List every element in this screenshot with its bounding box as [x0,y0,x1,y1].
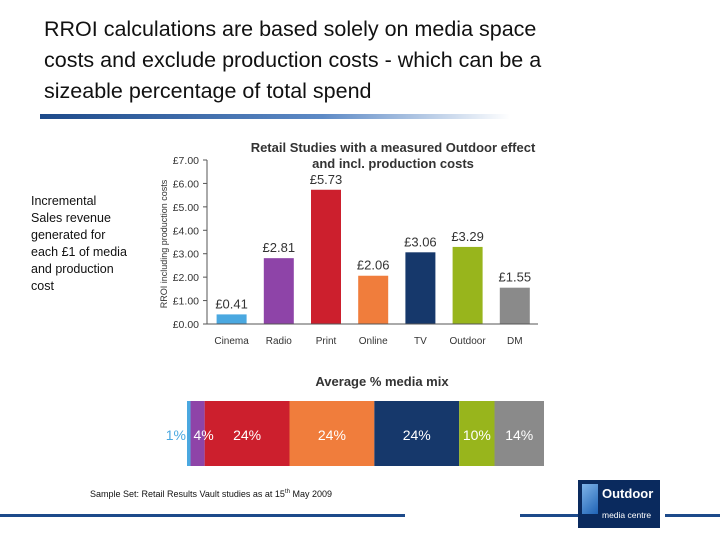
y-tick-label: £3.00 [173,249,199,261]
footer-rule-left [0,514,405,517]
mix-segment-radio [190,401,205,466]
mix-segment-print [204,401,290,466]
bar-value-label-print: £5.73 [310,172,343,187]
y-tick-label: £5.00 [173,202,199,214]
bar-print [311,189,341,324]
footnote-sup: th [284,489,290,495]
media-mix-title: Average % media mix [315,374,449,389]
footer-rule-middle [520,514,580,517]
mix-label-dm: 14% [505,427,533,443]
category-label-radio: Radio [266,336,293,347]
side-annotation-line-4: each £1 of media [31,245,127,259]
logo-text-line-2: media centre [602,510,652,520]
category-label-tv: TV [414,336,427,347]
headline-line-2: costs and exclude production costs - whi… [44,48,542,72]
bar-chart-title-line-2: and incl. production costs [312,156,474,171]
mix-segment-tv [374,401,460,466]
side-annotation: Incremental Sales revenue generated for … [31,193,149,295]
footnote-tail: May 2009 [289,489,332,499]
y-tick-label: £7.00 [173,155,199,167]
side-annotation-line-2: Sales revenue [31,211,111,225]
side-annotation-line-5: and production [31,262,114,276]
bar-value-label-radio: £2.81 [263,240,296,255]
category-label-outdoor: Outdoor [450,336,487,347]
logo-mark-icon [582,484,598,514]
y-tick-label: £1.00 [173,296,199,308]
mix-label-radio: 4% [193,427,213,443]
bar-value-label-online: £2.06 [357,258,390,273]
bar-online [358,275,389,324]
mix-label-print: 24% [233,427,261,443]
logo-text-line-1: Outdoor [602,486,654,501]
footnote-text: Sample Set: Retail Results Vault studies… [90,489,285,499]
bar-value-label-tv: £3.06 [404,234,437,249]
side-annotation-line-1: Incremental [31,194,97,208]
bar-radio [263,258,294,324]
category-label-online: Online [359,336,388,347]
category-label-cinema: Cinema [214,336,249,347]
bar-chart-bars [216,189,530,324]
y-tick-label: £0.00 [173,319,199,331]
side-annotation-line-3: generated for [31,228,106,242]
bar-chart-y-axis-label: RROI including production costs [159,179,169,308]
headline-line-3: sizeable percentage of total spend [44,79,372,103]
mix-segment-cinema [187,401,191,466]
bar-chart-title-line-1: Retail Studies with a measured Outdoor e… [251,140,536,155]
headline-line-1: RROI calculations are based solely on me… [44,17,537,41]
y-tick-label: £6.00 [173,178,199,190]
mix-label-online: 24% [318,427,346,443]
mix-segment-online [289,401,375,466]
outdoor-media-centre-logo: Outdoor media centre [578,480,660,528]
bar-value-label-outdoor: £3.29 [451,229,484,244]
y-tick-label: £2.00 [173,272,199,284]
bar-chart-y-ticks: £0.00 £1.00 £2.00 £3.00 £4.00 £5.00 £6.00 £7.00 [173,155,207,331]
bar-value-label-dm: £1.55 [499,270,532,285]
bar-outdoor [452,246,483,324]
y-tick-label: £4.00 [173,225,199,237]
headline: RROI calculations are based solely on me… [44,14,704,107]
title-underline [40,114,510,119]
mix-label-outdoor: 10% [463,427,491,443]
bar-tv [405,252,436,324]
category-label-print: Print [316,336,337,347]
bar-chart-data-labels: £0.41 £2.81 £5.73 £2.06 £3.06 £3.29 £1.55 [215,172,531,312]
mix-label-cinema: 1% [166,427,186,443]
mix-label-tv: 24% [403,427,431,443]
mix-segment-outdoor [459,401,495,466]
media-mix-segments [187,401,544,466]
footnote: Sample Set: Retail Results Vault studies… [90,489,332,499]
rroi-bar-chart: Retail Studies with a measured Outdoor e… [159,140,538,347]
media-mix-labels: 1% 4% 24% 24% 24% 10% 14% [166,427,534,443]
bar-value-label-cinema: £0.41 [215,296,248,311]
bar-dm [499,287,530,324]
bar-chart-category-labels: Cinema Radio Print Online TV Outdoor DM [214,336,522,347]
mix-segment-dm [494,401,544,466]
bar-cinema [216,314,247,324]
media-mix-chart: Average % media mix 1% 4% 24% 24% 24% 10% 14% [166,374,544,466]
side-annotation-line-6: cost [31,279,54,293]
footer-rule-right [665,514,720,517]
category-label-dm: DM [507,336,523,347]
